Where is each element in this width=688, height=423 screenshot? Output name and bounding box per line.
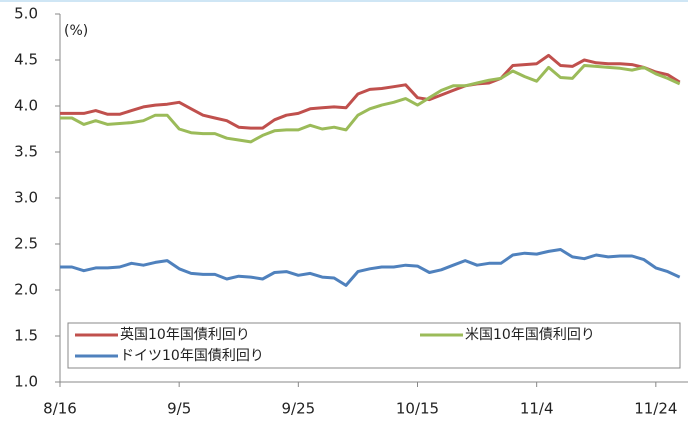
x-tick-label: 8/16 [43, 400, 77, 418]
y-tick-label: 1.5 [14, 327, 38, 345]
series-line [60, 53, 681, 130]
legend-label: ドイツ10年国債利回り [120, 348, 264, 364]
y-tick-label: 4.0 [14, 97, 38, 115]
series-line [60, 248, 681, 287]
y-tick-label: 2.5 [14, 235, 38, 253]
x-tick-label: 9/5 [167, 400, 191, 418]
x-tick-label: 9/25 [281, 400, 315, 418]
x-tick-label: 10/15 [396, 400, 439, 418]
legend-box [67, 322, 681, 369]
x-tick-label: 11/4 [520, 400, 554, 418]
y-tick-label: 5.0 [14, 5, 38, 23]
y-tick-label: 1.0 [14, 373, 38, 391]
series-line [60, 64, 681, 144]
y-tick-label: 3.0 [14, 189, 38, 207]
y-axis-label: (%) [64, 23, 88, 39]
y-tick-label: 2.0 [14, 281, 38, 299]
legend-label: 英国10年国債利回り [120, 326, 250, 343]
y-tick-label: 4.5 [14, 51, 38, 69]
legend-label: 米国10年国債利回り [465, 327, 595, 343]
y-tick-label: 3.5 [14, 143, 38, 161]
x-tick-label: 11/24 [634, 400, 677, 418]
